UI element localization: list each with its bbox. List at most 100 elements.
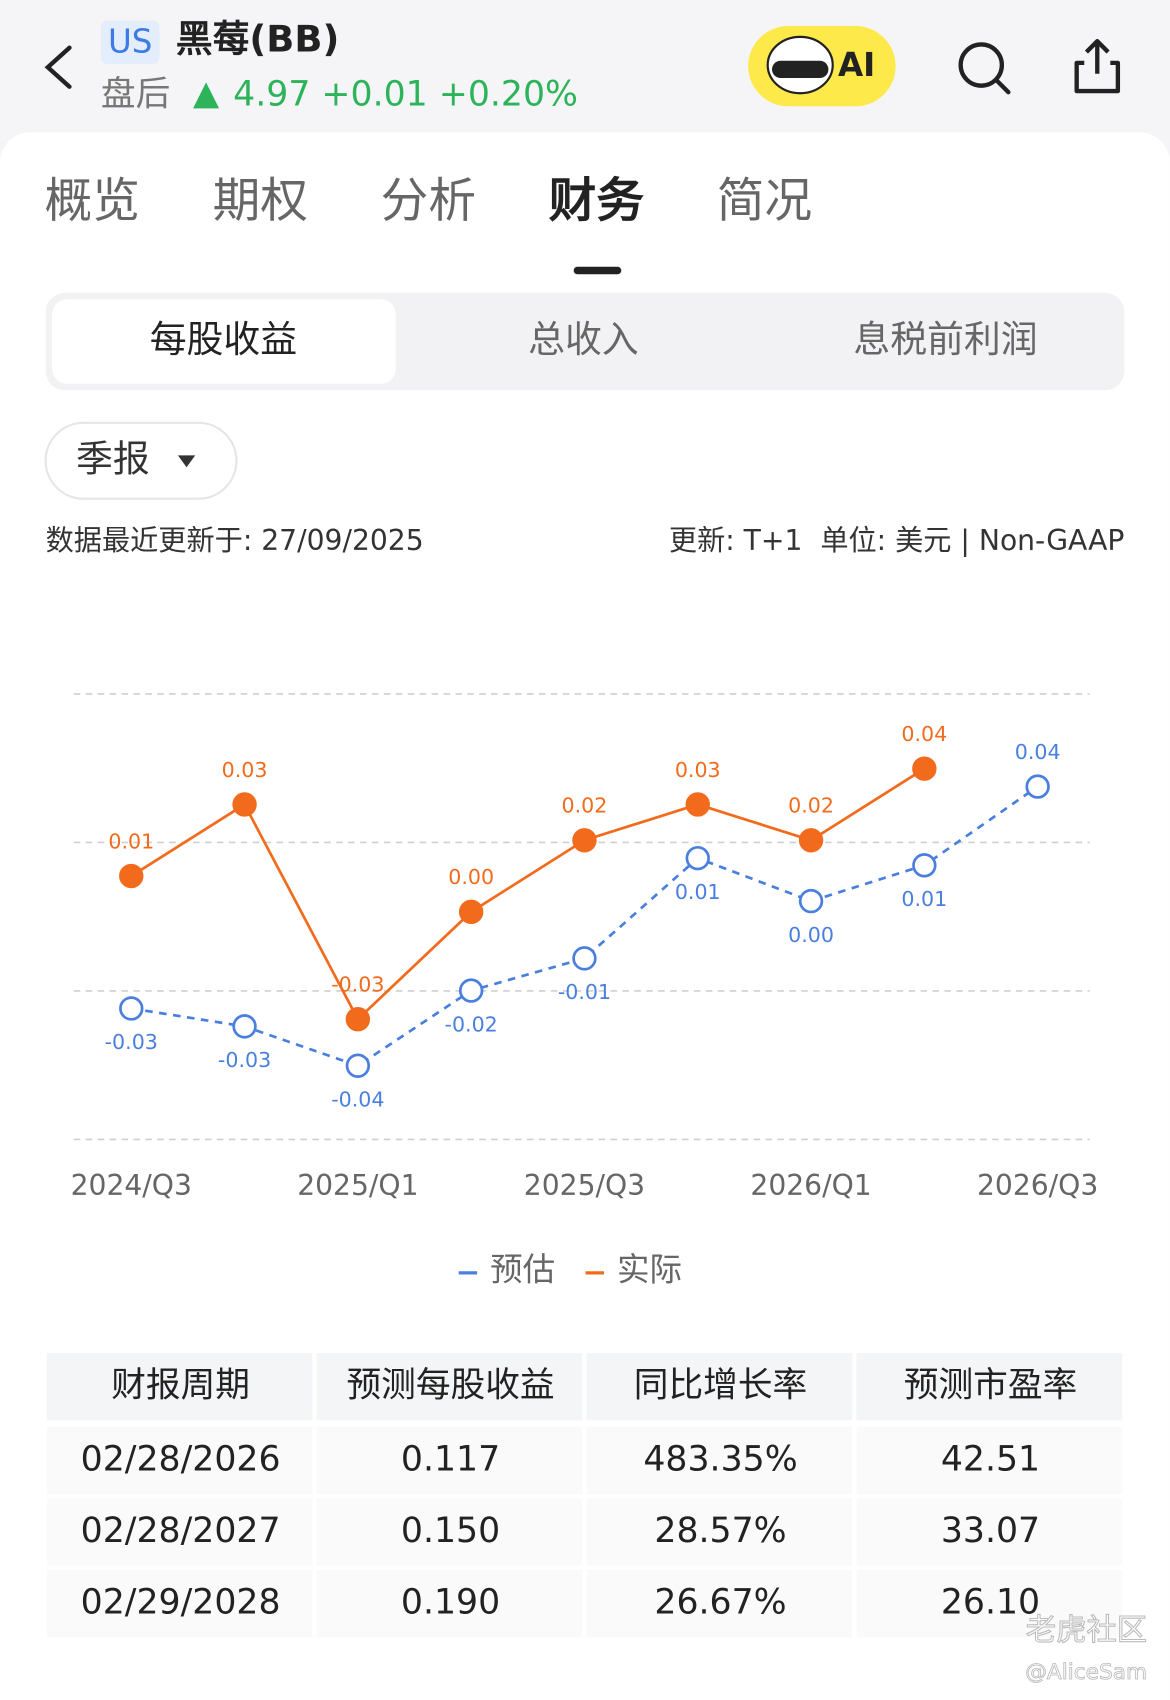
meta: 更新: T+1 单位: 美元 | Non-GAAP — [669, 524, 1124, 557]
tab-indicator — [573, 266, 622, 275]
data-label: 0.02 — [562, 794, 608, 818]
segment[interactable]: 每股收益 — [150, 318, 297, 361]
data-label: 0.01 — [675, 880, 721, 904]
tab[interactable]: 期权 — [213, 174, 308, 229]
table-value: 483.35% — [643, 1439, 797, 1479]
back-button[interactable] — [44, 45, 72, 89]
table-cell — [46, 1569, 313, 1638]
data-point — [119, 996, 144, 1021]
dropdown-arrow — [177, 455, 196, 468]
data-label: -0.02 — [445, 1012, 498, 1036]
data-label: 0.04 — [1015, 740, 1061, 764]
table-value: 0.117 — [401, 1439, 500, 1479]
ai-label: AI — [838, 46, 875, 84]
x-tick-label: 2024/Q3 — [71, 1169, 192, 1202]
tabs: 概览 期权 分析 财务 简况 — [45, 174, 813, 229]
data-label: 0.03 — [675, 758, 721, 782]
series-line — [130, 767, 926, 1022]
search-handle — [994, 78, 1011, 95]
segment[interactable]: 总收入 — [528, 318, 639, 361]
data-point — [1025, 774, 1050, 799]
legend: 预估 实际 — [458, 1251, 682, 1289]
table-header: 财报周期 — [111, 1366, 250, 1406]
table-value: 28.57% — [654, 1511, 786, 1551]
table-value: 02/28/2026 — [81, 1439, 281, 1479]
card — [0, 132, 1170, 1700]
tab[interactable]: 简况 — [717, 174, 812, 229]
data-point — [572, 828, 597, 853]
x-tick-label: 2025/Q3 — [524, 1169, 645, 1202]
data-label: -0.03 — [331, 973, 384, 997]
table-value: 26.67% — [654, 1583, 786, 1623]
market: US — [108, 22, 152, 60]
data-point — [572, 946, 597, 971]
data-point — [685, 792, 710, 817]
table-value: 33.07 — [941, 1511, 1040, 1551]
data-label: -0.03 — [218, 1048, 271, 1072]
x-tick-label: 2026/Q1 — [750, 1169, 871, 1202]
data-point — [912, 853, 937, 878]
x-tick-label: 2026/Q3 — [977, 1169, 1098, 1202]
table-value: 0.150 — [401, 1511, 500, 1551]
data-label: -0.04 — [331, 1087, 384, 1111]
data-point — [798, 888, 824, 914]
data-point — [912, 756, 937, 781]
table-cell — [856, 1569, 1123, 1638]
segments: 每股收益 总收入 息税前利润 — [150, 318, 1038, 361]
tab[interactable]: 分析 — [381, 174, 476, 229]
watermark: 老虎社区 — [1026, 1613, 1147, 1648]
grid — [73, 693, 1090, 1141]
table-cell — [316, 1426, 583, 1495]
legend-label: 预估 — [490, 1251, 555, 1289]
market-badge — [100, 20, 160, 64]
data-label: -0.03 — [105, 1030, 158, 1054]
session: 盘后 — [101, 74, 170, 114]
up-arrow — [193, 82, 220, 109]
table-cell — [856, 1498, 1123, 1566]
data-point — [458, 899, 484, 925]
table-cell — [586, 1498, 853, 1566]
legend-label: 实际 — [617, 1251, 682, 1289]
x-tick-label: 2025/Q1 — [297, 1169, 418, 1202]
table-header: 同比增长率 — [634, 1366, 807, 1406]
data-point — [798, 828, 824, 853]
data-label: 0.02 — [788, 794, 834, 818]
updated: 数据最近更新于: 27/09/2025 — [46, 524, 424, 557]
tab[interactable]: 财务 — [549, 174, 645, 229]
ai-icon-visor — [772, 60, 829, 79]
stock-name: 黑莓(BB) — [176, 18, 340, 61]
data-label: 0.01 — [108, 829, 154, 853]
chart: 2024/Q3 2025/Q1 2025/Q3 2026/Q1 2026/Q3 -0.03… — [71, 722, 1099, 1202]
table-value: 02/29/2028 — [81, 1583, 281, 1623]
table-cell — [856, 1353, 1123, 1421]
table-value: 0.190 — [401, 1583, 500, 1623]
table-cell — [316, 1353, 583, 1421]
table-cell — [856, 1426, 1123, 1495]
tab[interactable]: 概览 — [45, 174, 140, 229]
search-icon[interactable] — [958, 42, 1005, 88]
data-label: -0.01 — [558, 980, 611, 1004]
data-point — [232, 792, 257, 817]
data-point — [232, 1014, 257, 1039]
table-cell — [46, 1498, 313, 1566]
data-label: 0.00 — [788, 923, 834, 947]
quote: 4.97 +0.01 +0.20% — [233, 74, 578, 114]
data-point — [119, 863, 144, 889]
table-cell — [316, 1498, 583, 1566]
table-value: 02/28/2027 — [81, 1511, 281, 1551]
table-cell — [46, 1426, 313, 1495]
watermark: @AliceSam — [1025, 1660, 1147, 1685]
period-selector[interactable] — [44, 421, 238, 500]
table-cell — [316, 1569, 583, 1638]
table-cell — [586, 1353, 853, 1421]
segment[interactable]: 息税前利润 — [853, 318, 1037, 361]
data-label: 0.01 — [901, 887, 947, 911]
table-cell — [46, 1353, 313, 1421]
table-header: 预测每股收益 — [346, 1366, 554, 1406]
share-icon[interactable] — [1074, 39, 1121, 94]
data-label: 0.03 — [222, 758, 268, 782]
data-point — [685, 845, 710, 871]
table: 财报周期 预测每股收益 同比增长率 预测市盈率 02/28/2026 0.117 483.3… — [46, 1353, 1123, 1638]
